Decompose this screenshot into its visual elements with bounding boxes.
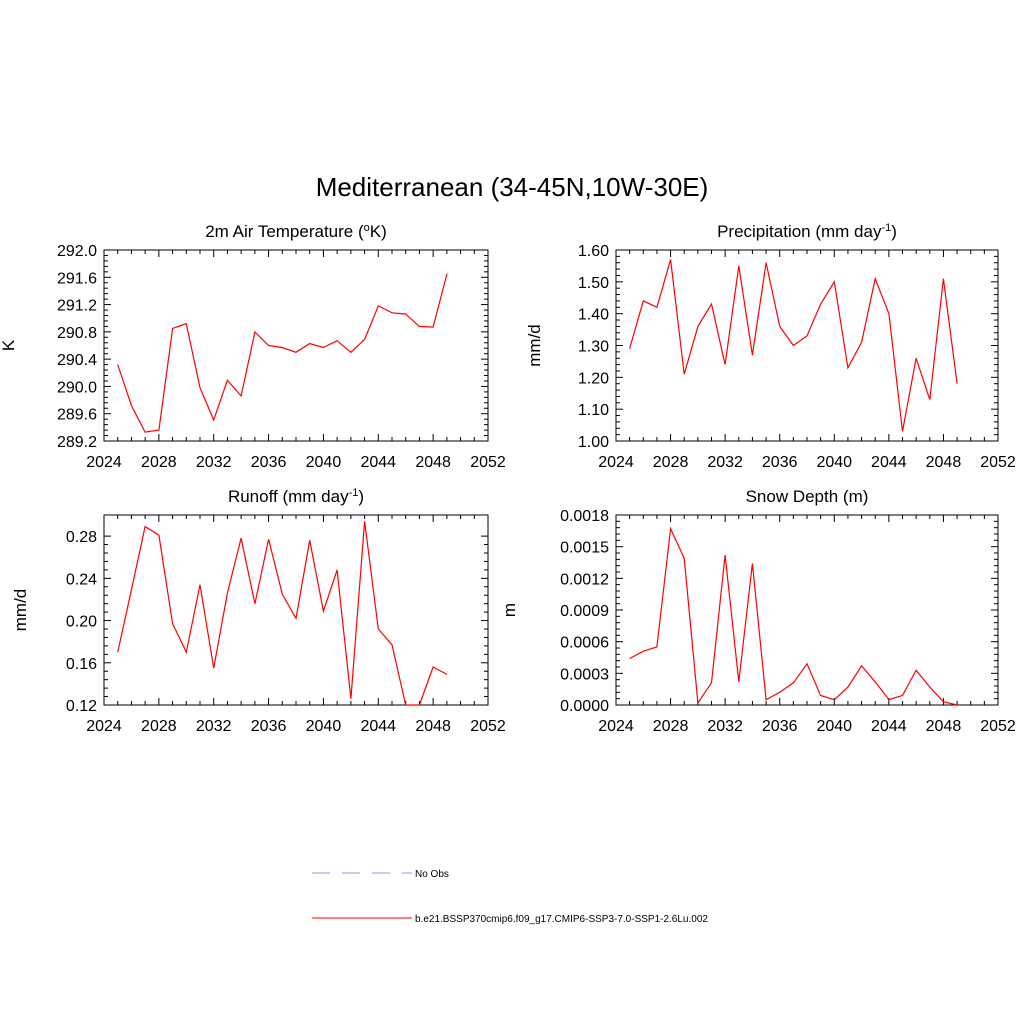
- y-axis-label: K: [0, 339, 18, 351]
- x-tick-label: 2052: [980, 718, 1016, 735]
- series-line: [629, 526, 958, 706]
- y-tick-label: 0.24: [66, 571, 97, 588]
- legend: No Obs b.e21.BSSP370cmip6.f09_g17.CMIP6-S…: [312, 869, 708, 925]
- series-line: [117, 521, 448, 706]
- legend-item: b.e21.BSSP370cmip6.f09_g17.CMIP6-SSP3-7.…: [312, 914, 708, 925]
- chart-title-text: Precipitation (mm day: [717, 222, 882, 241]
- y-tick-label: 1.30: [578, 339, 609, 356]
- y-tick-label: 0.16: [66, 656, 97, 673]
- figure-title: Mediterranean (34-45N,10W-30E): [316, 172, 709, 202]
- x-tick-label: 2040: [816, 718, 852, 735]
- chart-title-text: Runoff (mm day: [228, 487, 349, 506]
- y-axis-label: m: [500, 603, 519, 617]
- x-tick-label: 2036: [251, 718, 287, 735]
- x-tick-label: 2036: [762, 454, 798, 471]
- y-axis-label: mm/d: [11, 589, 30, 632]
- x-tick-label: 2024: [86, 718, 122, 735]
- x-tick-label: 2052: [470, 454, 506, 471]
- y-tick-label: 290.4: [57, 352, 97, 369]
- x-tick-label: 2032: [196, 718, 232, 735]
- x-tick-label: 2044: [360, 454, 396, 471]
- chart-panel-1: 2m Air Temperature (oK) K 2024 2028 2032 2036…: [0, 222, 506, 471]
- x-tick-label: 2032: [196, 454, 232, 471]
- y-tick-label: 0.0009: [560, 603, 609, 620]
- x-tick-label: 2028: [141, 718, 177, 735]
- chart-title: Snow Depth (m): [746, 487, 869, 506]
- chart-title-text: ): [358, 487, 364, 506]
- y-tick-label: 0.0003: [560, 666, 609, 683]
- x-tick-label: 2052: [470, 718, 506, 735]
- chart-title-text: K): [370, 222, 387, 241]
- x-tick-label: 2044: [871, 454, 907, 471]
- x-tick-label: 2028: [141, 454, 177, 471]
- legend-item: No Obs: [312, 869, 449, 880]
- x-tick-label: 2044: [360, 718, 396, 735]
- y-tick-label: 0.12: [66, 698, 97, 715]
- y-tick-label: 1.60: [578, 243, 609, 260]
- y-tick-label: 0.0006: [560, 635, 609, 652]
- x-tick-label: 2040: [816, 454, 852, 471]
- y-tick-label: 0.0015: [560, 540, 609, 557]
- x-tick-label: 2024: [86, 454, 122, 471]
- x-tick-label: 2052: [980, 454, 1016, 471]
- chart-panels: 2m Air Temperature (oK) K 2024 2028 2032 2036…: [0, 222, 1016, 735]
- y-axis-label: mm/d: [525, 324, 544, 367]
- x-tick-label: 2048: [926, 718, 962, 735]
- x-tick-label: 2036: [762, 718, 798, 735]
- y-tick-label: 0.0000: [560, 698, 609, 715]
- x-tick-label: 2048: [926, 454, 962, 471]
- series-line: [629, 259, 958, 432]
- chart-panel-4: Snow Depth (m) m 2024 2028 2032 2036 2040 2044 2…: [500, 487, 1016, 735]
- y-tick-label: 0.28: [66, 529, 97, 546]
- y-tick-label: 292.0: [57, 243, 97, 260]
- x-tick-label: 2024: [598, 454, 634, 471]
- y-tick-label: 290.8: [57, 325, 97, 342]
- y-tick-label: 1.00: [578, 434, 609, 451]
- legend-label: No Obs: [415, 869, 449, 880]
- y-tick-label: 0.0018: [560, 508, 609, 525]
- y-tick-label: 289.6: [57, 407, 97, 424]
- x-tick-label: 2036: [251, 454, 287, 471]
- y-tick-label: 1.10: [578, 402, 609, 419]
- chart-panel-2: Precipitation (mm day-1) mm/d 2024 2028 2032…: [525, 222, 1016, 471]
- chart-title-text: ): [891, 222, 897, 241]
- chart-title: Precipitation (mm day-1): [717, 222, 897, 241]
- x-tick-label: 2032: [707, 454, 743, 471]
- y-tick-label: 290.0: [57, 379, 97, 396]
- chart-title: 2m Air Temperature (oK): [205, 222, 387, 241]
- y-tick-label: 289.2: [57, 434, 97, 451]
- x-tick-label: 2028: [653, 718, 689, 735]
- x-tick-label: 2024: [598, 718, 634, 735]
- chart-title-superscript: -1: [881, 222, 891, 234]
- x-tick-label: 2032: [707, 718, 743, 735]
- y-tick-label: 1.40: [578, 307, 609, 324]
- chart-panel-3: Runoff (mm day-1) mm/d 2024 2028 2032 2036 204…: [11, 487, 506, 735]
- x-tick-label: 2048: [415, 454, 451, 471]
- chart-title-superscript: -1: [349, 487, 359, 499]
- chart-title-text: 2m Air Temperature (: [205, 222, 364, 241]
- chart-title-superscript: o: [364, 222, 370, 234]
- series-line: [117, 273, 448, 433]
- y-tick-label: 0.0012: [560, 571, 609, 588]
- y-tick-label: 291.2: [57, 298, 97, 315]
- y-tick-label: 1.20: [578, 370, 609, 387]
- x-tick-label: 2040: [306, 718, 342, 735]
- x-tick-label: 2028: [653, 454, 689, 471]
- y-tick-label: 0.20: [66, 614, 97, 631]
- x-tick-label: 2048: [415, 718, 451, 735]
- y-tick-label: 291.6: [57, 270, 97, 287]
- x-tick-label: 2044: [871, 718, 907, 735]
- y-tick-label: 1.50: [578, 275, 609, 292]
- legend-label: b.e21.BSSP370cmip6.f09_g17.CMIP6-SSP3-7.…: [415, 914, 708, 925]
- chart-title: Runoff (mm day-1): [228, 487, 364, 506]
- x-tick-label: 2040: [306, 454, 342, 471]
